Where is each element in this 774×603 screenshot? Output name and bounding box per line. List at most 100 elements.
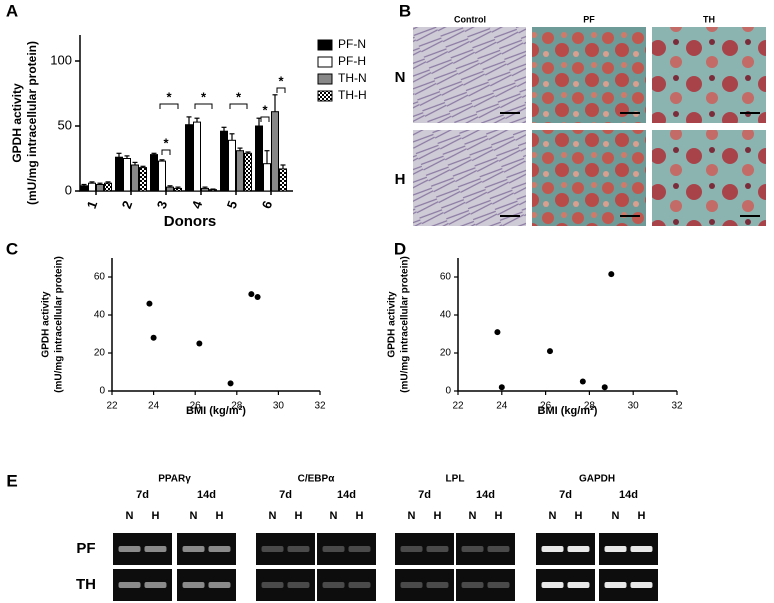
lane-label: N bbox=[330, 510, 338, 522]
legend-swatch bbox=[317, 56, 333, 68]
gel-band bbox=[400, 582, 423, 588]
lane-label: H bbox=[152, 510, 160, 522]
bar bbox=[166, 186, 174, 192]
bar bbox=[209, 189, 217, 192]
bar bbox=[139, 167, 147, 192]
lane-label: N bbox=[126, 510, 134, 522]
point bbox=[254, 293, 261, 300]
significance-label: * bbox=[236, 89, 242, 104]
lane-label: N bbox=[612, 510, 620, 522]
gel-band bbox=[182, 546, 205, 552]
gel-band bbox=[400, 546, 423, 552]
x-axis-label: Donors bbox=[164, 213, 217, 230]
lane-label: H bbox=[575, 510, 583, 522]
panel-letter: C bbox=[6, 239, 18, 258]
significance-bracket bbox=[159, 103, 179, 109]
y-tick-label: 0 bbox=[99, 386, 105, 397]
lane-label: H bbox=[356, 510, 364, 522]
gel-band bbox=[541, 546, 564, 552]
x-tick-label: 32 bbox=[671, 401, 683, 412]
bar bbox=[263, 163, 271, 192]
significance-label: * bbox=[278, 73, 284, 88]
bar bbox=[279, 168, 287, 192]
gel-band bbox=[630, 582, 653, 588]
gene-label: LPL bbox=[446, 474, 465, 485]
gel-band bbox=[426, 582, 449, 588]
gel-band bbox=[348, 546, 371, 552]
significance-label: * bbox=[262, 102, 268, 117]
y-tick-label: 0 bbox=[65, 182, 72, 197]
significance-label: * bbox=[163, 135, 169, 150]
panel-b bbox=[413, 27, 766, 226]
x-axis-label: BMI (kg/m²) bbox=[186, 405, 246, 417]
y-tick-label: 20 bbox=[94, 348, 106, 359]
y-axis-label: (mU/mg intracellular protein) bbox=[25, 41, 39, 205]
row-label: N bbox=[395, 69, 406, 86]
bar bbox=[244, 152, 252, 192]
gel-band bbox=[567, 582, 590, 588]
bar bbox=[220, 130, 228, 192]
point bbox=[196, 340, 203, 347]
bar bbox=[228, 139, 236, 192]
y-tick-label: 20 bbox=[440, 348, 452, 359]
gel-band bbox=[461, 582, 484, 588]
gel-band bbox=[208, 582, 231, 588]
x-tick-label: 22 bbox=[452, 401, 464, 412]
gel-band bbox=[630, 546, 653, 552]
axis bbox=[111, 258, 320, 392]
legend-label: PF-H bbox=[338, 54, 366, 68]
significance-bracket bbox=[229, 103, 248, 109]
column-label: PF bbox=[583, 14, 595, 24]
point bbox=[498, 384, 505, 391]
x-tick-label: 24 bbox=[496, 401, 508, 412]
point bbox=[150, 334, 157, 341]
y-axis-label: GPDH activity bbox=[10, 83, 24, 163]
panel-letter: D bbox=[394, 239, 406, 258]
time-label: 14d bbox=[476, 489, 495, 501]
x-tick-label: 4 bbox=[189, 198, 206, 211]
point bbox=[227, 380, 234, 387]
gel-band bbox=[322, 546, 345, 552]
bar bbox=[271, 111, 279, 192]
bar bbox=[236, 150, 244, 192]
y-tick-label: 60 bbox=[440, 272, 452, 283]
x-tick-label: 30 bbox=[628, 401, 640, 412]
bar bbox=[201, 187, 209, 192]
significance-bracket bbox=[194, 103, 213, 109]
x-tick-label: 6 bbox=[259, 199, 276, 211]
x-tick-label: 24 bbox=[148, 401, 160, 412]
bar bbox=[150, 154, 158, 192]
panel-letter: A bbox=[6, 1, 18, 20]
x-tick-label: 30 bbox=[273, 401, 285, 412]
gel-band bbox=[604, 546, 627, 552]
micrograph bbox=[652, 130, 766, 226]
time-label: 7d bbox=[559, 489, 572, 501]
time-label: 7d bbox=[418, 489, 431, 501]
significance-bracket bbox=[161, 149, 171, 155]
gel-band bbox=[604, 582, 627, 588]
point bbox=[608, 271, 615, 278]
axis bbox=[457, 258, 677, 392]
gel-band bbox=[567, 546, 590, 552]
lane-label: H bbox=[495, 510, 503, 522]
time-label: 7d bbox=[136, 489, 149, 501]
gel-band bbox=[182, 582, 205, 588]
panel-letter: B bbox=[399, 1, 411, 20]
gel-band bbox=[208, 546, 231, 552]
time-label: 14d bbox=[197, 489, 216, 501]
bar bbox=[96, 184, 104, 192]
row-label: TH bbox=[76, 576, 96, 593]
micrograph bbox=[532, 27, 646, 123]
bar bbox=[104, 182, 112, 192]
point bbox=[546, 348, 553, 355]
bar bbox=[80, 185, 88, 192]
lane-label: N bbox=[269, 510, 277, 522]
gel-band bbox=[348, 582, 371, 588]
micrograph bbox=[652, 27, 766, 123]
gel-band bbox=[461, 546, 484, 552]
point bbox=[146, 300, 153, 307]
x-tick-label: 5 bbox=[224, 199, 241, 211]
significance-label: * bbox=[166, 89, 172, 104]
gene-label: C/EBPα bbox=[298, 474, 336, 485]
